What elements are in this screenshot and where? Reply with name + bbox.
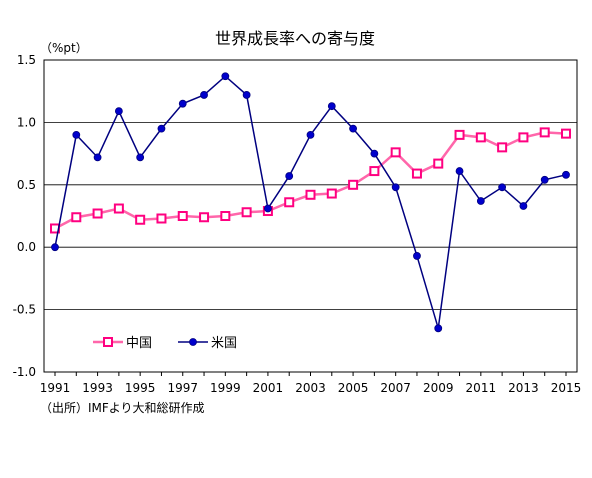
series-layer: [50, 72, 571, 333]
data-point: [199, 212, 210, 223]
data-point: [562, 170, 570, 179]
data-point: [411, 168, 422, 179]
y-tick-label: -0.5: [13, 303, 36, 317]
legend-item: 中国: [93, 336, 152, 351]
legend-label: 中国: [126, 336, 152, 351]
x-axis-tick-labels: 1991 1993 1995 1997 1999 2001 2003 2005 2007 2009…: [40, 372, 582, 395]
data-point: [135, 214, 146, 225]
data-point: [221, 72, 230, 81]
data-point: [72, 130, 81, 139]
legend-marker: [189, 338, 197, 346]
data-point: [391, 183, 400, 192]
data-point: [327, 102, 336, 111]
x-tick-label: 2013: [508, 381, 539, 395]
data-point: [284, 197, 295, 208]
data-point: [519, 202, 528, 210]
data-point: [369, 166, 380, 177]
y-tick-label: 0.5: [17, 178, 36, 192]
data-point: [497, 142, 508, 153]
data-point: [220, 211, 231, 221]
data-point: [476, 197, 485, 205]
data-point: [454, 129, 465, 140]
x-tick-label: 2007: [380, 381, 411, 395]
legend-label: 米国: [211, 336, 237, 351]
data-point: [518, 132, 529, 143]
y-axis-tick-labels: 1.5 1.0 0.5 0.0 -0.5 -1.0: [13, 53, 36, 379]
y-tick-label: 0.0: [17, 240, 36, 254]
x-tick-label: 2003: [295, 381, 326, 395]
data-point: [433, 158, 444, 169]
y-tick-label: 1.0: [17, 115, 36, 129]
data-point: [475, 132, 486, 143]
data-point: [305, 189, 316, 200]
data-point: [264, 204, 272, 213]
data-point: [326, 188, 337, 199]
data-point: [306, 130, 315, 139]
data-point: [434, 324, 443, 333]
data-point: [539, 127, 550, 138]
data-point: [413, 252, 421, 260]
data-point: [92, 208, 103, 219]
data-point: [242, 91, 251, 99]
x-tick-label: 1997: [167, 381, 198, 395]
x-tick-label: 1991: [40, 381, 71, 395]
data-point: [93, 153, 102, 162]
data-point: [498, 183, 507, 192]
data-point: [177, 211, 188, 221]
data-point: [348, 179, 359, 190]
data-point: [178, 99, 187, 108]
series-2: [51, 72, 570, 333]
x-tick-label: 2009: [423, 381, 454, 395]
data-point: [200, 91, 208, 99]
x-tick-label: 1993: [82, 381, 113, 395]
x-tick-label: 2015: [551, 381, 582, 395]
data-point: [136, 153, 145, 162]
y-tick-label: 1.5: [17, 53, 36, 67]
data-point: [241, 207, 252, 218]
data-point: [285, 172, 294, 180]
data-point: [113, 203, 124, 214]
legend: 中国 米国: [93, 336, 237, 351]
data-point: [390, 147, 401, 158]
data-point: [349, 124, 357, 133]
data-point: [561, 128, 571, 139]
x-tick-label: 2011: [466, 381, 497, 395]
data-point: [370, 149, 379, 158]
x-tick-label: 1999: [210, 381, 241, 395]
data-point: [157, 124, 166, 133]
data-point: [455, 167, 464, 175]
chart-title: 世界成長率への寄与度: [215, 29, 375, 48]
data-point: [540, 175, 549, 184]
x-tick-label: 2005: [338, 381, 369, 395]
data-point: [51, 243, 59, 252]
data-point: [114, 107, 123, 116]
gridlines: [44, 122, 577, 311]
legend-item: 米国: [178, 336, 237, 351]
x-tick-label: 2001: [253, 381, 284, 395]
y-unit-label: （%pt）: [40, 41, 88, 55]
x-tick-label: 1995: [125, 381, 156, 395]
data-point: [71, 212, 82, 223]
source-note: （出所）IMFより大和総研作成: [40, 401, 205, 415]
plot-area: [43, 59, 578, 373]
y-tick-label: -1.0: [13, 365, 36, 379]
legend-marker: [103, 337, 113, 347]
data-point: [156, 213, 167, 224]
